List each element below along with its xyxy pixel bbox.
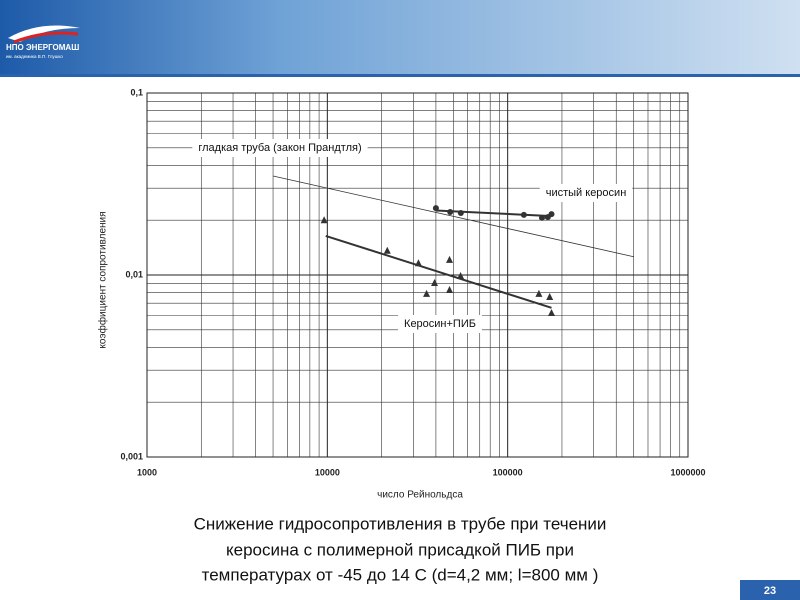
page-number: 23 bbox=[764, 585, 776, 597]
label-bg bbox=[398, 315, 482, 333]
point bbox=[547, 309, 555, 317]
point bbox=[535, 289, 543, 297]
point bbox=[538, 214, 545, 221]
x-axis-label: число Рейнольдса bbox=[377, 490, 463, 501]
series-label: Керосин+ПИБ bbox=[404, 318, 476, 330]
y-axis-label: коэффициент сопротивления bbox=[97, 211, 109, 348]
point bbox=[320, 216, 328, 224]
label-bg bbox=[192, 139, 368, 157]
y-tick-label: 0,001 bbox=[120, 451, 143, 461]
logo-swoosh-red bbox=[13, 31, 79, 44]
header-band bbox=[0, 0, 800, 74]
header-rule bbox=[0, 74, 800, 77]
series-label: чистый керосин bbox=[546, 187, 627, 199]
point bbox=[548, 211, 555, 218]
point bbox=[457, 210, 464, 217]
logo-text: НПО ЭНЕРГОМАШ bbox=[6, 43, 79, 52]
y-tick-label: 0,01 bbox=[125, 269, 143, 279]
page-number-box bbox=[740, 580, 800, 600]
series-line bbox=[272, 175, 634, 258]
point bbox=[383, 246, 391, 254]
caption-line: Снижение гидросопротивления в трубе при … bbox=[194, 514, 607, 533]
point bbox=[457, 271, 465, 279]
label-bg bbox=[539, 184, 633, 202]
y-tick-label: 0,1 bbox=[130, 87, 143, 97]
caption-line: температурах от -45 до 14 С (d=4,2 мм; l… bbox=[202, 565, 599, 584]
x-tick-label: 10000 bbox=[315, 467, 340, 477]
point bbox=[414, 259, 422, 267]
caption-line: керосина с полимерной присадкой ПИБ при bbox=[226, 540, 574, 559]
point bbox=[446, 286, 454, 294]
plot-frame bbox=[146, 92, 689, 458]
point bbox=[432, 205, 439, 212]
logo-subtext: им. академика В.П. Глушко bbox=[6, 54, 63, 59]
trend-line bbox=[435, 209, 550, 217]
point bbox=[546, 293, 554, 301]
point bbox=[446, 255, 454, 263]
point bbox=[423, 289, 431, 297]
trend-line bbox=[325, 234, 552, 309]
x-tick-label: 1000000 bbox=[670, 467, 705, 477]
point bbox=[431, 278, 439, 286]
series-label: гладкая труба (закон Прандтля) bbox=[198, 142, 361, 154]
point bbox=[520, 211, 527, 218]
x-tick-label: 1000 bbox=[137, 467, 157, 477]
point bbox=[447, 208, 454, 215]
chart: 1000 10000 100000 1000000 0,001 0,01 0,1 гладка… bbox=[120, 87, 705, 477]
x-tick-label: 100000 bbox=[493, 467, 523, 477]
